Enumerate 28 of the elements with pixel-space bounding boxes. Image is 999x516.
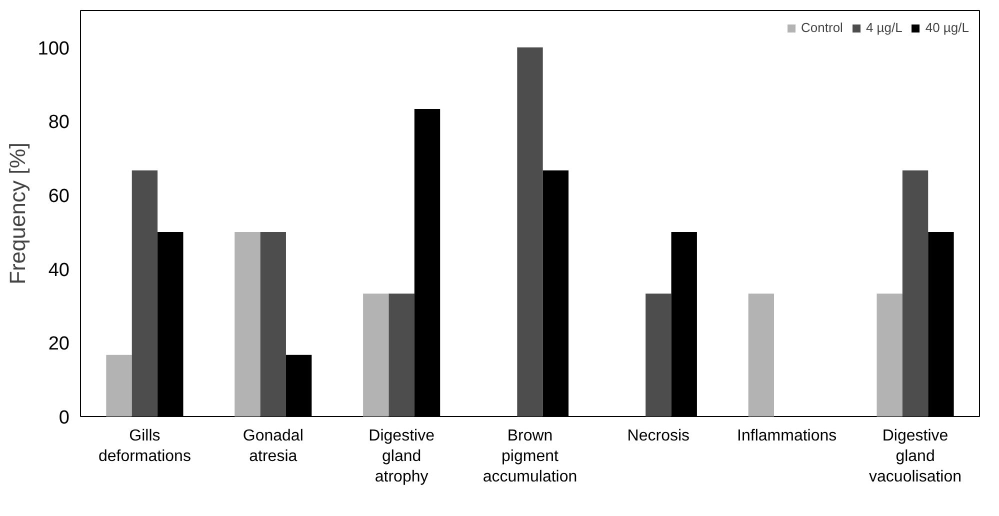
bar <box>260 232 286 416</box>
legend-label: 4 µg/L <box>866 20 902 35</box>
legend-label: 40 µg/L <box>925 20 969 35</box>
y-tick-label: 60 <box>48 186 70 208</box>
bar <box>388 294 414 416</box>
bar <box>517 47 543 416</box>
y-tick-label: 40 <box>48 260 70 281</box>
y-tick-label: 20 <box>48 334 70 355</box>
x-tick-label: Necrosis <box>627 428 690 444</box>
bar <box>363 294 389 416</box>
x-tick-label: Digestive gland atrophy <box>368 428 435 486</box>
x-tick-label: Gills deformations <box>98 428 191 465</box>
bar <box>748 294 774 416</box>
x-tick-label: Gonadal atresia <box>242 428 304 465</box>
y-axis-title: Frequency [%] <box>4 142 30 284</box>
bar <box>132 170 158 416</box>
bar <box>106 354 132 416</box>
legend-label: Control <box>801 20 843 35</box>
bar <box>646 294 672 416</box>
x-tick-label: Inflammations <box>737 428 837 444</box>
y-tick-label: 100 <box>38 38 70 60</box>
x-tick-label: Brown pigment accumulation <box>482 428 578 486</box>
y-tick-label: 80 <box>48 112 70 134</box>
x-tick-label: Digestive gland vacuolisation <box>869 428 962 486</box>
bar <box>902 170 928 416</box>
y-tick-label: 0 <box>58 408 70 428</box>
bar <box>876 294 902 416</box>
bar <box>234 232 260 416</box>
